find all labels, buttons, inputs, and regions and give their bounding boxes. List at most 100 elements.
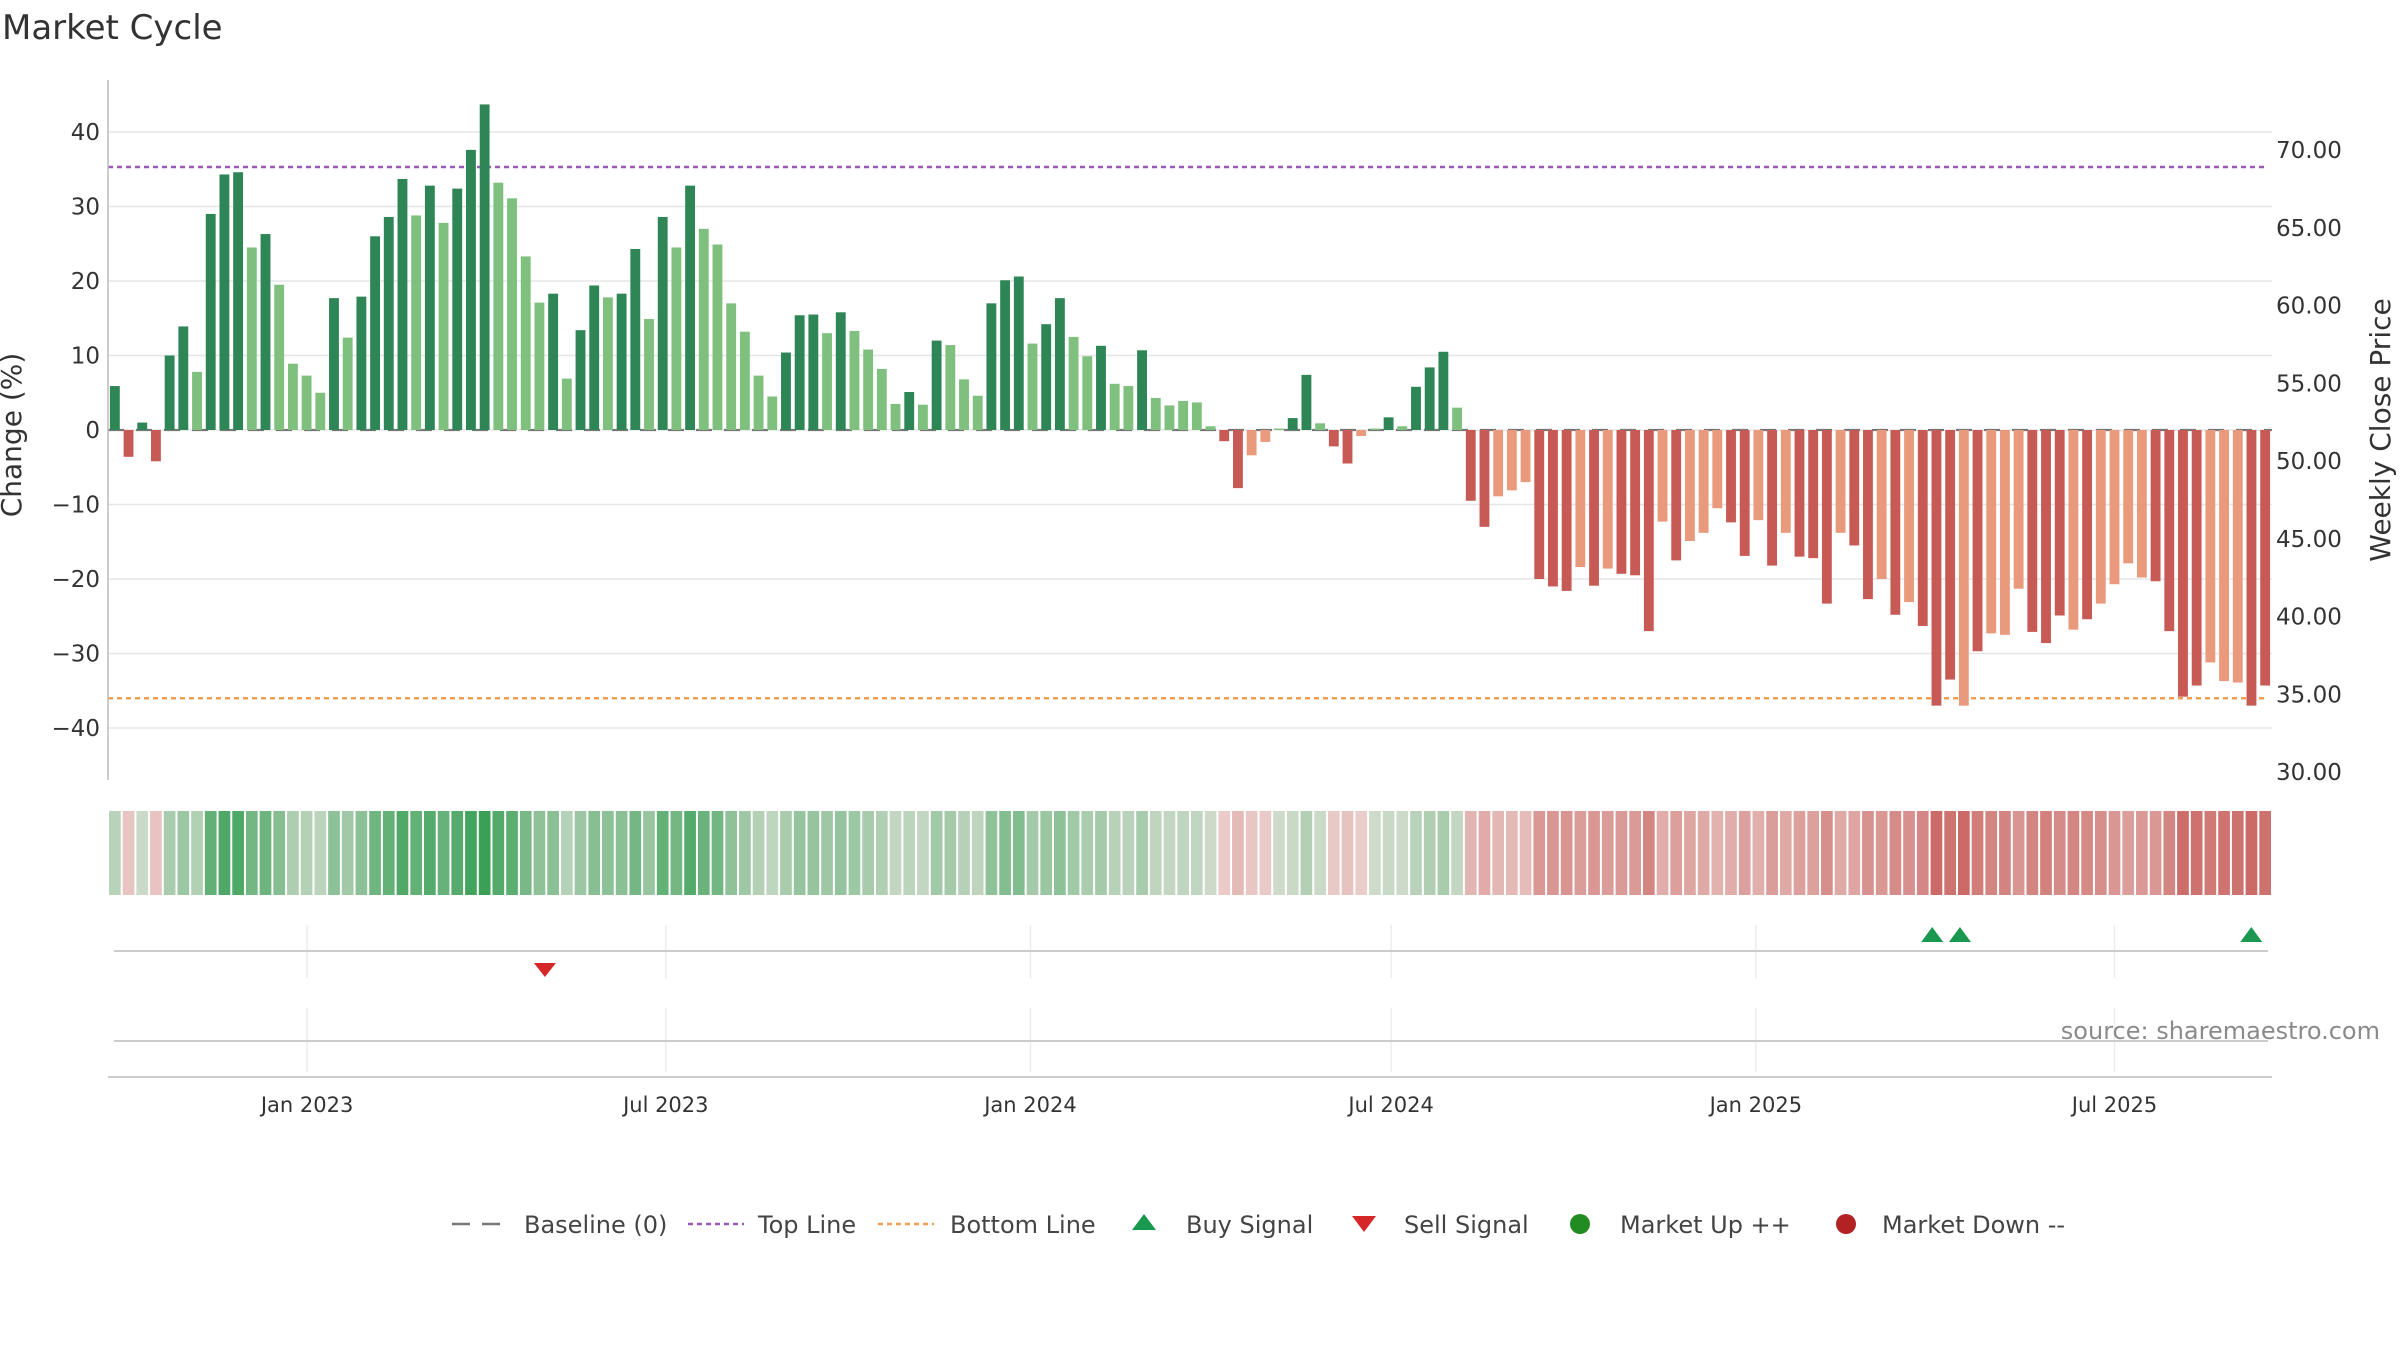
heat-cell bbox=[109, 811, 121, 895]
change-bar bbox=[137, 422, 148, 430]
heat-cell bbox=[1930, 811, 1943, 895]
change-bar bbox=[739, 331, 750, 430]
change-bar bbox=[493, 182, 504, 430]
heat-cell bbox=[1615, 811, 1628, 895]
change-bar bbox=[1260, 430, 1271, 442]
heat-cell bbox=[410, 811, 423, 895]
change-bar bbox=[2136, 430, 2147, 578]
heat-cell bbox=[629, 811, 642, 895]
change-bar bbox=[644, 319, 654, 431]
y2-tick-label: 30.00 bbox=[2276, 760, 2342, 786]
change-bar bbox=[1287, 418, 1298, 430]
change-bar bbox=[2191, 430, 2202, 686]
change-bar bbox=[1342, 430, 1353, 464]
change-bar bbox=[178, 326, 189, 430]
heat-cell bbox=[382, 811, 395, 895]
legend-item: Market Down -- bbox=[1836, 1211, 2065, 1239]
change-bar bbox=[1397, 426, 1408, 430]
change-bar bbox=[2095, 430, 2106, 604]
y2-tick-label: 70.00 bbox=[2276, 138, 2342, 164]
heat-cell bbox=[1136, 811, 1148, 895]
heat-cell bbox=[848, 811, 861, 895]
heat-cell bbox=[1095, 811, 1107, 895]
change-bar bbox=[192, 371, 202, 430]
change-bar bbox=[1438, 351, 1449, 430]
change-bar bbox=[2068, 430, 2079, 630]
change-bar bbox=[356, 296, 367, 430]
change-bar bbox=[342, 337, 353, 430]
change-bar bbox=[2164, 430, 2175, 632]
heat-cell bbox=[2136, 811, 2148, 895]
heat-cell bbox=[506, 811, 518, 895]
change-bar bbox=[1520, 430, 1531, 483]
heat-cell bbox=[807, 811, 820, 895]
heat-cell bbox=[300, 811, 313, 895]
change-bar bbox=[781, 352, 791, 430]
change-bar bbox=[1068, 336, 1079, 431]
heat-cell bbox=[1547, 811, 1559, 895]
change-bar bbox=[1506, 430, 1517, 491]
change-bar bbox=[2178, 430, 2188, 697]
heat-cell bbox=[1629, 811, 1641, 895]
heat-cell bbox=[875, 811, 888, 895]
heat-cell bbox=[1642, 811, 1655, 895]
change-bar bbox=[1602, 430, 1613, 569]
heat-cell bbox=[1560, 811, 1573, 895]
change-bar bbox=[1575, 430, 1586, 568]
change-bar bbox=[2260, 430, 2271, 686]
change-bar bbox=[2027, 430, 2038, 632]
heat-cell bbox=[643, 811, 655, 895]
heat-cell bbox=[2177, 811, 2189, 895]
y-axis-title: Change (%) bbox=[0, 353, 28, 518]
change-bar bbox=[1931, 430, 1942, 706]
heat-cell bbox=[2040, 811, 2052, 895]
heat-cell bbox=[903, 811, 916, 895]
change-bar bbox=[726, 303, 737, 430]
heat-cell bbox=[2190, 811, 2203, 895]
change-bar bbox=[219, 174, 230, 430]
y-tick-label: −30 bbox=[51, 642, 100, 668]
change-bar bbox=[1315, 423, 1326, 431]
heat-cell bbox=[917, 811, 929, 895]
heat-cell bbox=[1766, 811, 1778, 895]
y-tick-label: −10 bbox=[51, 493, 100, 519]
market-down-legend-icon bbox=[1836, 1214, 1856, 1234]
x-tick-label: Jan 2024 bbox=[982, 1093, 1077, 1117]
change-bar bbox=[561, 378, 572, 431]
heat-cell bbox=[1711, 811, 1724, 895]
heat-cell bbox=[1684, 811, 1696, 895]
heat-cell bbox=[1149, 811, 1162, 895]
change-bar bbox=[1178, 400, 1189, 430]
heat-cell bbox=[1656, 811, 1669, 895]
heat-cell bbox=[1382, 811, 1395, 895]
change-bar bbox=[1369, 428, 1380, 430]
heat-cell bbox=[670, 811, 683, 895]
change-bar bbox=[452, 188, 463, 430]
heat-cell bbox=[1985, 811, 1998, 895]
heat-cell bbox=[615, 811, 628, 895]
heat-cell bbox=[766, 811, 779, 895]
heat-cell bbox=[1944, 811, 1956, 895]
change-bar bbox=[822, 333, 832, 430]
heat-cell bbox=[1191, 811, 1203, 895]
change-bar bbox=[1383, 417, 1394, 430]
heat-cell bbox=[1574, 811, 1587, 895]
heat-cell bbox=[1451, 811, 1463, 895]
heat-cell bbox=[1259, 811, 1272, 895]
legend: Baseline (0) Top Line Bottom Line Buy Signa… bbox=[452, 1211, 2065, 1239]
change-bar bbox=[1671, 430, 1682, 561]
change-bar bbox=[1849, 430, 1860, 546]
change-bar bbox=[1356, 430, 1367, 436]
heat-cell bbox=[725, 811, 738, 895]
heat-cell bbox=[889, 811, 902, 895]
change-bar bbox=[466, 149, 476, 430]
heat-cell bbox=[341, 811, 354, 895]
chart-title: Market Cycle bbox=[2, 8, 223, 48]
y-tick-label: 10 bbox=[71, 344, 100, 370]
heat-cell bbox=[1779, 811, 1792, 895]
change-bar bbox=[917, 404, 928, 430]
x-axis-ticks: Jan 2023 Jul 2023 Jan 2024 Jul 2024 Jan 2025… bbox=[259, 1093, 2157, 1117]
heat-cell bbox=[1437, 811, 1450, 895]
legend-label: Sell Signal bbox=[1404, 1211, 1529, 1239]
change-bar bbox=[945, 345, 956, 430]
